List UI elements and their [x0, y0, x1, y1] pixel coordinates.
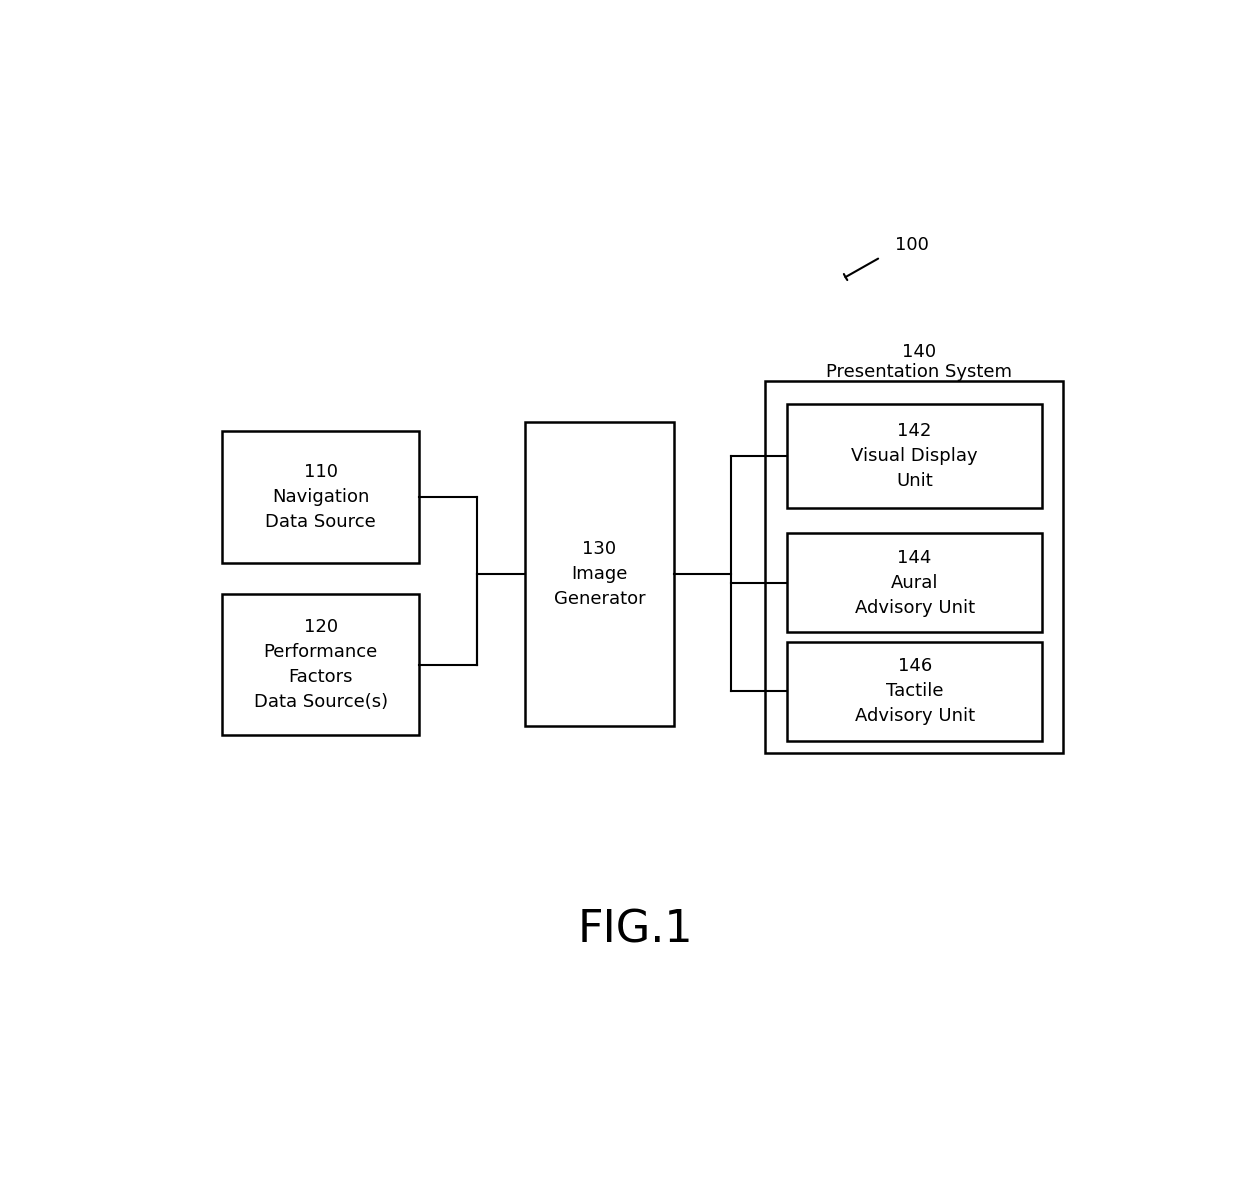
Bar: [787, 533, 1042, 632]
Bar: [222, 431, 419, 563]
Bar: [787, 404, 1042, 508]
Text: 130
Image
Generator: 130 Image Generator: [553, 540, 645, 609]
Bar: [525, 423, 675, 726]
Bar: [787, 641, 1042, 742]
Text: 144
Aural
Advisory Unit: 144 Aural Advisory Unit: [854, 548, 975, 617]
Text: 100: 100: [895, 237, 929, 254]
Bar: [222, 594, 419, 734]
Text: 140
Presentation System: 140 Presentation System: [826, 343, 1012, 381]
Bar: [765, 381, 1063, 753]
Text: 110
Navigation
Data Source: 110 Navigation Data Source: [265, 463, 376, 531]
Text: FIG.1: FIG.1: [578, 909, 693, 951]
Text: 142
Visual Display
Unit: 142 Visual Display Unit: [852, 423, 978, 490]
Text: 146
Tactile
Advisory Unit: 146 Tactile Advisory Unit: [854, 658, 975, 725]
Text: 120
Performance
Factors
Data Source(s): 120 Performance Factors Data Source(s): [254, 618, 388, 711]
